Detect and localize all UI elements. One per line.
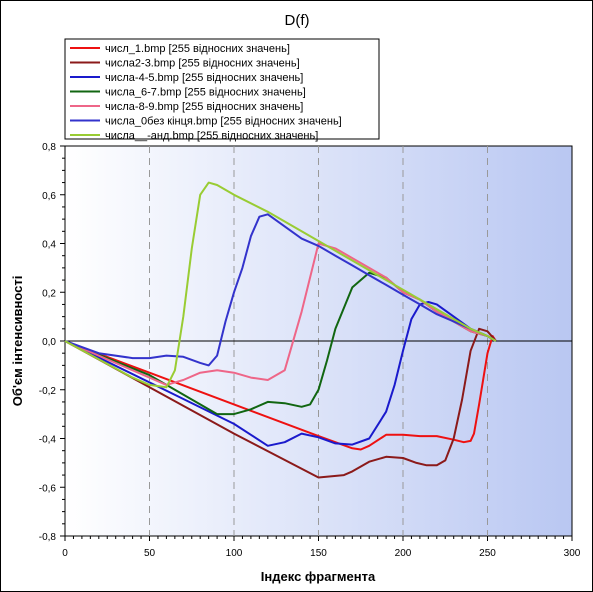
legend-label-2: числа2-3.bmp [255 відносних значень] xyxy=(105,58,300,70)
legend-label-4: числа_6-7.bmp [255 відносних значень] xyxy=(105,87,306,99)
series-lines xyxy=(64,181,497,479)
axis-ticks: 0 50 100 150 200 250 300 -0,8 -0,6 -0,4 -0,2 0,0 0,2… xyxy=(39,142,581,559)
y-tick-label: 0,0 xyxy=(42,337,56,348)
y-tick-label: -0,8 xyxy=(39,532,57,543)
y-tick-label: -0,4 xyxy=(39,435,57,446)
legend-label-6: числа_0без кінця.bmp [255 відносних знач… xyxy=(105,116,342,128)
legend-box xyxy=(64,38,380,140)
y-tick-label: -0,6 xyxy=(39,483,57,494)
y-tick-label: 0,4 xyxy=(42,240,56,251)
y-axis-label: Об'єм інтенсивності xyxy=(10,276,25,407)
x-axis-label: Індекс фрагмента xyxy=(261,569,376,584)
x-tick-label: 300 xyxy=(564,548,581,559)
x-tick-label: 250 xyxy=(479,548,496,559)
y-tick-label: -0,2 xyxy=(39,386,57,397)
y-tick-label: 0,2 xyxy=(42,288,56,299)
series-line-7 xyxy=(64,181,497,389)
gridlines xyxy=(65,146,572,536)
legend-label-5: числа-8-9.bmp [255 відносних значень] xyxy=(105,101,303,113)
series-line-5 xyxy=(64,242,497,386)
x-tick-label: 150 xyxy=(310,548,327,559)
x-tick-label: 200 xyxy=(395,548,412,559)
x-tick-label: 100 xyxy=(226,548,243,559)
series-line-1 xyxy=(64,335,497,451)
x-tick-label: 50 xyxy=(144,548,156,559)
series-line-2 xyxy=(64,327,497,479)
x-tick-label: 0 xyxy=(62,548,68,559)
y-tick-label: 0,8 xyxy=(42,142,56,153)
chart-title: D(f) xyxy=(285,12,310,29)
legend-label-3: числа-4-5.bmp [255 відносних значень] xyxy=(105,72,303,84)
legend-label-1: числ_1.bmp [255 відносних значень] xyxy=(105,43,290,55)
legend: числ_1.bmp [255 відносних значень] числа2… xyxy=(64,38,380,142)
legend-label-7: числа__-анд.bmp [255 відносних значень] xyxy=(105,130,318,142)
series-line-3 xyxy=(64,301,497,447)
y-tick-label: 0,6 xyxy=(42,191,56,202)
